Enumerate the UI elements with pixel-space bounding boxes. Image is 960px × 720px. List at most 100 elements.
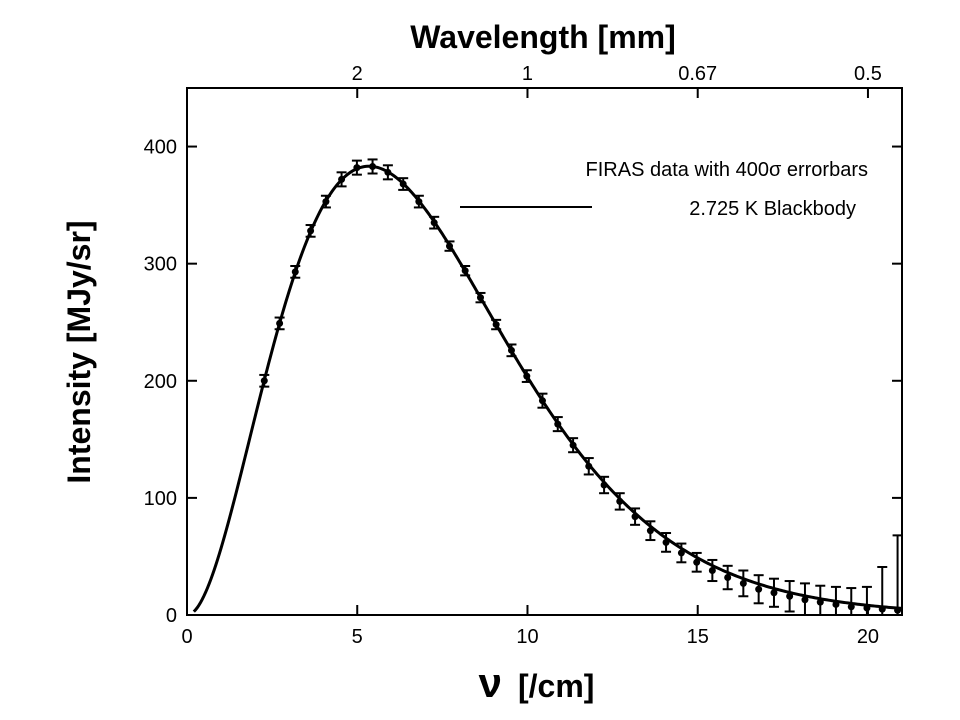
data-point xyxy=(491,318,502,331)
data-marker xyxy=(755,585,763,593)
data-marker xyxy=(399,180,407,188)
data-marker xyxy=(863,604,871,612)
data-point xyxy=(614,492,625,511)
data-point xyxy=(521,369,532,383)
data-marker xyxy=(662,538,670,546)
data-point xyxy=(846,587,857,616)
data-marker xyxy=(384,168,392,176)
data-marker xyxy=(338,175,346,183)
data-marker xyxy=(832,600,840,608)
blackbody-curve-group xyxy=(192,164,903,613)
y-tick-label: 400 xyxy=(144,137,177,159)
data-point xyxy=(552,416,563,433)
data-marker xyxy=(353,164,361,172)
data-point xyxy=(568,437,579,454)
data-point xyxy=(537,392,548,409)
data-marker xyxy=(786,592,794,600)
data-marker xyxy=(538,397,546,405)
data-point xyxy=(661,532,672,553)
y-tick-label: 100 xyxy=(144,488,177,510)
x-tick-label: 10 xyxy=(516,626,538,648)
data-point xyxy=(413,194,424,209)
x-tick-label: 5 xyxy=(352,626,363,648)
plot-frame-border xyxy=(186,87,903,616)
data-point xyxy=(320,194,331,209)
data-point xyxy=(738,569,749,598)
plot-frame xyxy=(186,87,903,616)
data-point xyxy=(707,558,718,583)
top-tick-label: 2 xyxy=(352,63,363,85)
data-point xyxy=(815,584,826,616)
y-axis-title: Intensity [MJy/sr] xyxy=(61,220,97,483)
data-point xyxy=(336,171,347,188)
data-point xyxy=(444,240,455,252)
x-tick-label: 0 xyxy=(181,626,192,648)
data-marker xyxy=(724,574,732,582)
data-point xyxy=(460,265,471,277)
data-marker xyxy=(739,579,747,587)
data-marker xyxy=(631,513,639,521)
data-marker xyxy=(492,321,500,329)
data-point xyxy=(506,343,517,358)
data-point xyxy=(861,585,872,616)
data-marker xyxy=(523,372,531,380)
x-tick-label: 20 xyxy=(857,626,879,648)
data-point xyxy=(877,565,888,616)
data-point xyxy=(305,224,316,238)
data-point xyxy=(645,520,656,542)
data-point xyxy=(429,215,440,230)
data-marker xyxy=(770,589,778,597)
x-tick-label: 15 xyxy=(687,626,709,648)
data-marker xyxy=(677,549,685,557)
data-point xyxy=(753,574,764,605)
y-tick-label: 0 xyxy=(166,605,177,627)
data-marker xyxy=(461,267,469,275)
legend-label-data: FIRAS data with 400σ errorbars xyxy=(586,159,868,181)
legend-label-blackbody: 2.725 K Blackbody xyxy=(689,198,856,220)
data-point xyxy=(583,457,594,476)
x-axis-title-unit: [/cm] xyxy=(518,668,594,704)
data-point xyxy=(290,265,301,279)
data-marker xyxy=(322,198,330,206)
data-marker xyxy=(569,441,577,449)
data-marker xyxy=(600,481,608,489)
data-point xyxy=(398,177,409,191)
data-points-group xyxy=(259,158,903,616)
data-point xyxy=(676,542,687,564)
data-point xyxy=(475,291,486,304)
data-marker xyxy=(291,268,299,276)
data-marker xyxy=(693,558,701,566)
data-point xyxy=(691,551,702,573)
data-marker xyxy=(307,227,315,235)
data-marker xyxy=(507,346,515,354)
data-point xyxy=(599,475,610,495)
data-point xyxy=(784,580,795,613)
data-point xyxy=(830,585,841,616)
y-tick-label: 300 xyxy=(144,254,177,276)
data-point xyxy=(630,507,641,526)
data-point xyxy=(768,577,779,608)
data-marker xyxy=(616,497,624,505)
data-point xyxy=(274,316,285,331)
data-marker xyxy=(894,606,902,614)
data-point xyxy=(382,164,393,181)
data-point xyxy=(799,582,810,616)
data-point xyxy=(722,564,733,591)
data-point xyxy=(259,373,270,388)
data-marker xyxy=(369,162,377,170)
data-marker xyxy=(708,566,716,574)
blackbody-curve xyxy=(192,164,903,613)
top-tick-label: 0.5 xyxy=(854,63,882,85)
data-marker xyxy=(276,319,284,327)
data-marker xyxy=(801,596,809,604)
top-tick-label: 1 xyxy=(522,63,533,85)
data-marker xyxy=(476,294,484,302)
data-marker xyxy=(430,219,438,227)
data-marker xyxy=(646,527,654,535)
data-marker xyxy=(878,605,886,613)
data-marker xyxy=(585,462,593,470)
top-axis-title: Wavelength [mm] xyxy=(410,19,676,55)
data-marker xyxy=(816,598,824,606)
data-point xyxy=(351,159,362,176)
